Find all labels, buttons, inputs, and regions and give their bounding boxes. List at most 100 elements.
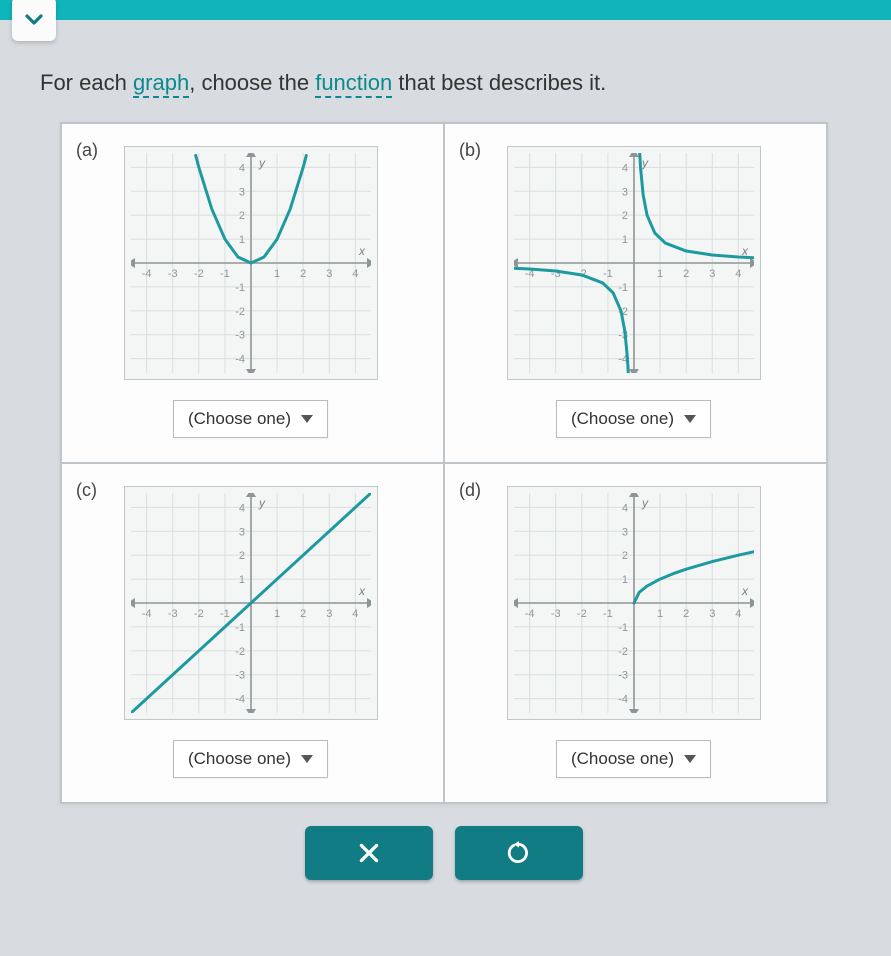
svg-text:2: 2 — [238, 550, 244, 562]
svg-text:-2: -2 — [576, 608, 586, 620]
chevron-down-icon — [22, 7, 46, 31]
svg-text:4: 4 — [621, 162, 627, 174]
label-a: (a) — [76, 140, 98, 161]
svg-text:-2: -2 — [193, 608, 203, 620]
svg-text:4: 4 — [735, 608, 741, 620]
svg-text:3: 3 — [326, 608, 332, 620]
label-c: (c) — [76, 480, 97, 501]
select-a-label: (Choose one) — [188, 409, 291, 429]
svg-text:2: 2 — [300, 608, 306, 620]
svg-text:-1: -1 — [220, 268, 230, 280]
instr-suffix: that best describes it. — [392, 70, 606, 95]
undo-icon — [506, 840, 532, 866]
svg-text:2: 2 — [238, 210, 244, 222]
svg-text:x: x — [358, 584, 366, 598]
select-c-label: (Choose one) — [188, 749, 291, 769]
instr-mid: , choose the — [189, 70, 315, 95]
caret-down-icon — [684, 755, 696, 763]
svg-text:2: 2 — [621, 210, 627, 222]
caret-down-icon — [301, 415, 313, 423]
svg-text:-3: -3 — [167, 608, 177, 620]
svg-text:-1: -1 — [618, 282, 628, 294]
svg-text:1: 1 — [621, 234, 627, 246]
cell-a: (a) -4-3-2-11234-4-3-2-11234xy (Choose o… — [61, 123, 444, 463]
svg-text:2: 2 — [683, 268, 689, 280]
svg-text:y: y — [258, 496, 266, 510]
svg-text:-3: -3 — [235, 330, 245, 342]
svg-text:-1: -1 — [618, 622, 628, 634]
svg-text:-1: -1 — [235, 622, 245, 634]
svg-text:4: 4 — [621, 502, 627, 514]
instr-graph: graph — [133, 70, 189, 98]
svg-text:-1: -1 — [603, 608, 613, 620]
svg-text:3: 3 — [326, 268, 332, 280]
svg-text:1: 1 — [657, 608, 663, 620]
svg-text:4: 4 — [238, 502, 244, 514]
caret-down-icon — [301, 755, 313, 763]
svg-text:-2: -2 — [235, 306, 245, 318]
svg-text:-4: -4 — [141, 608, 151, 620]
svg-text:-1: -1 — [220, 608, 230, 620]
chart-b: -4-3-2-11234-4-3-2-11234xy — [507, 146, 761, 380]
instr-prefix: For each — [40, 70, 133, 95]
expand-toggle[interactable] — [12, 0, 56, 41]
label-b: (b) — [459, 140, 481, 161]
svg-text:-4: -4 — [618, 694, 628, 706]
svg-text:2: 2 — [621, 550, 627, 562]
svg-text:3: 3 — [621, 526, 627, 538]
svg-text:x: x — [358, 244, 366, 258]
svg-text:-1: -1 — [603, 268, 613, 280]
instruction-text: For each graph, choose the function that… — [40, 70, 851, 96]
svg-text:x: x — [741, 584, 749, 598]
svg-text:3: 3 — [238, 186, 244, 198]
svg-text:y: y — [641, 496, 649, 510]
instr-function: function — [315, 70, 392, 98]
x-icon — [356, 840, 382, 866]
select-b[interactable]: (Choose one) — [556, 400, 711, 438]
svg-text:-3: -3 — [618, 670, 628, 682]
chart-a: -4-3-2-11234-4-3-2-11234xy — [124, 146, 378, 380]
svg-text:1: 1 — [238, 234, 244, 246]
svg-text:1: 1 — [238, 574, 244, 586]
svg-text:-4: -4 — [524, 608, 534, 620]
svg-text:1: 1 — [274, 608, 280, 620]
svg-text:y: y — [258, 156, 266, 170]
svg-text:1: 1 — [657, 268, 663, 280]
svg-text:-2: -2 — [618, 646, 628, 658]
label-d: (d) — [459, 480, 481, 501]
svg-text:4: 4 — [238, 162, 244, 174]
svg-text:3: 3 — [238, 526, 244, 538]
svg-text:-2: -2 — [235, 646, 245, 658]
svg-text:-4: -4 — [235, 694, 245, 706]
reset-button[interactable] — [455, 826, 583, 880]
select-b-label: (Choose one) — [571, 409, 674, 429]
select-d[interactable]: (Choose one) — [556, 740, 711, 778]
svg-text:1: 1 — [274, 268, 280, 280]
caret-down-icon — [684, 415, 696, 423]
chart-d: -4-3-2-11234-4-3-2-11234xy — [507, 486, 761, 720]
clear-button[interactable] — [305, 826, 433, 880]
select-c[interactable]: (Choose one) — [173, 740, 328, 778]
svg-text:-3: -3 — [167, 268, 177, 280]
svg-text:-4: -4 — [235, 354, 245, 366]
action-row — [60, 826, 828, 880]
select-a[interactable]: (Choose one) — [173, 400, 328, 438]
top-bar — [0, 0, 891, 20]
svg-text:1: 1 — [621, 574, 627, 586]
cell-c: (c) -4-3-2-11234-4-3-2-11234xy (Choose o… — [61, 463, 444, 803]
select-d-label: (Choose one) — [571, 749, 674, 769]
svg-text:2: 2 — [300, 268, 306, 280]
svg-text:3: 3 — [709, 608, 715, 620]
svg-text:4: 4 — [352, 608, 358, 620]
svg-text:4: 4 — [735, 268, 741, 280]
svg-text:3: 3 — [709, 268, 715, 280]
svg-text:-3: -3 — [235, 670, 245, 682]
svg-text:-3: -3 — [550, 608, 560, 620]
svg-text:3: 3 — [621, 186, 627, 198]
content-area: For each graph, choose the function that… — [0, 20, 891, 900]
svg-text:-2: -2 — [193, 268, 203, 280]
cell-b: (b) -4-3-2-11234-4-3-2-11234xy (Choose o… — [444, 123, 827, 463]
svg-text:2: 2 — [683, 608, 689, 620]
svg-text:-1: -1 — [235, 282, 245, 294]
chart-c: -4-3-2-11234-4-3-2-11234xy — [124, 486, 378, 720]
